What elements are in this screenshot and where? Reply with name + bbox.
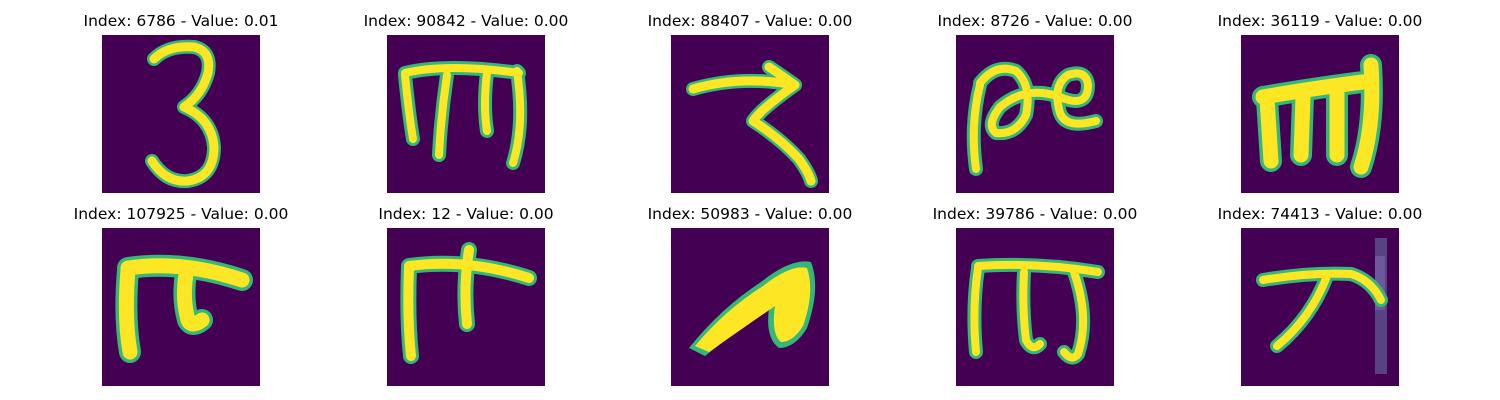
glyph-image-m-hook [956,228,1114,386]
glyph-image-hook-pi [102,228,260,386]
glyph-image-filled-loop [671,228,829,386]
glyph-image-bold-m [1241,35,1399,193]
panel-title: Index: 74413 - Value: 0.00 [1217,205,1423,223]
panel-title: Index: 39786 - Value: 0.00 [932,205,1138,223]
panel-title: Index: 50983 - Value: 0.00 [647,205,853,223]
glyph-image-cross-pi [387,228,545,386]
panel-title: Index: 12 - Value: 0.00 [378,205,554,223]
panel-title: Index: 90842 - Value: 0.00 [363,12,569,30]
panel-title: Index: 8726 - Value: 0.00 [937,12,1133,30]
panel-title: Index: 88407 - Value: 0.00 [647,12,853,30]
glyph-image-script-z [671,35,829,193]
panel-title: Index: 6786 - Value: 0.01 [83,12,279,30]
panel-title: Index: 36119 - Value: 0.00 [1217,12,1423,30]
glyph-image-script-m [387,35,545,193]
glyph-image-digit-3 [102,35,260,193]
glyph-image-arrow-stroke [1241,228,1399,386]
glyph-image-infinity-loop [956,35,1114,193]
panel-title: Index: 107925 - Value: 0.00 [73,205,289,223]
